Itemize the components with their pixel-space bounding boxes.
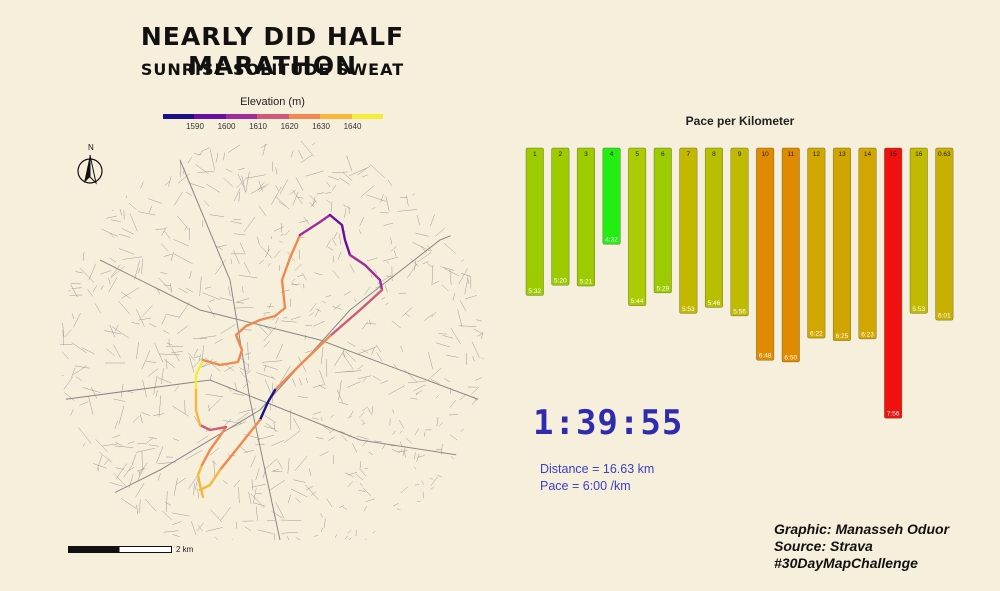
pace-bar xyxy=(833,147,851,341)
pace-value-label: 6:22 xyxy=(810,331,823,338)
pace-bar xyxy=(602,147,621,245)
legend-swatch xyxy=(257,114,289,119)
pace-bar xyxy=(551,147,570,286)
legend-swatch xyxy=(288,114,321,119)
km-label: 14 xyxy=(864,151,872,158)
pace-value-label: 5:53 xyxy=(682,306,695,313)
km-label: 8 xyxy=(712,151,716,158)
pace-value-label: 5:56 xyxy=(733,308,746,315)
pace-value-label: 5:21 xyxy=(580,279,593,286)
map-subtitle: SUNRISE SOLITUDE SWEAT xyxy=(140,60,405,79)
north-arrow: N xyxy=(77,143,103,185)
legend-tick-label: 1630 xyxy=(312,122,330,131)
street-network xyxy=(60,140,484,540)
pace-value-label: 5:53 xyxy=(912,306,925,313)
km-label: 13 xyxy=(838,151,846,158)
pace-bar xyxy=(730,147,749,317)
km-label: 16 xyxy=(915,151,923,158)
pace-bar xyxy=(653,147,672,294)
pace-value-label: 5:29 xyxy=(656,285,669,292)
distance-text: Distance = 16.63 km xyxy=(540,462,655,476)
pace-value-label: 6:50 xyxy=(784,354,797,361)
km-label: 0.63 xyxy=(938,151,951,158)
legend-tick-label: 1600 xyxy=(217,122,236,131)
north-label: N xyxy=(88,143,94,152)
legend-swatch xyxy=(194,114,226,119)
legend-tick-label: 1610 xyxy=(249,122,267,131)
route-segment xyxy=(201,324,248,367)
running-route xyxy=(194,213,384,499)
pace-bar-chart: 1 5:32 2 5:20 3 5:21 4 4:32 5 5:44 6 5:29 7 5:53 8 5:46… xyxy=(525,147,954,419)
km-label: 9 xyxy=(738,151,742,158)
route-segment xyxy=(328,288,384,338)
route-segment xyxy=(194,386,202,427)
route-map: N xyxy=(60,140,484,540)
route-segment xyxy=(258,388,277,422)
route-segment xyxy=(198,423,228,432)
km-label: 3 xyxy=(584,151,588,158)
km-label: 7 xyxy=(687,151,691,158)
km-label: 12 xyxy=(813,151,821,158)
credit-graphic: Graphic: Manasseh Oduor xyxy=(774,521,950,537)
route-segment xyxy=(328,213,352,257)
route-segment xyxy=(198,468,222,492)
km-label: 2 xyxy=(559,151,563,158)
pace-value-label: 5:46 xyxy=(708,300,721,307)
pace-value-label: 5:32 xyxy=(528,288,541,295)
route-segment xyxy=(348,253,384,292)
km-label: 5 xyxy=(635,151,639,158)
pace-bar xyxy=(577,147,595,287)
pace-bar xyxy=(935,147,954,321)
scale-bar-label: 2 km xyxy=(176,545,194,554)
pace-bar xyxy=(909,147,928,314)
pace-value-label: 6:48 xyxy=(759,353,772,360)
route-segment xyxy=(218,418,262,472)
elevation-legend-colorbar xyxy=(163,114,383,119)
legend-swatch xyxy=(351,114,383,119)
elevation-legend-title: Elevation (m) xyxy=(240,96,305,108)
legend-tick-label: 1620 xyxy=(280,122,299,131)
pace-value-label: 5:44 xyxy=(631,298,644,305)
map-title: NEARLY DID HALF MARATHON xyxy=(140,22,405,80)
km-label: 4 xyxy=(610,151,614,158)
km-label: 6 xyxy=(661,151,665,158)
pace-bar xyxy=(781,147,800,363)
credit-hashtag: #30DayMapChallenge xyxy=(774,555,918,571)
pace-bar xyxy=(704,147,723,308)
pace-value-label: 5:20 xyxy=(554,278,567,285)
km-label: 15 xyxy=(890,151,898,158)
pace-value-label: 6:25 xyxy=(836,333,849,340)
legend-swatch xyxy=(163,114,195,119)
pace-bar xyxy=(884,147,903,419)
route-segment xyxy=(194,358,205,390)
km-label: 10 xyxy=(762,151,770,158)
pace-value-label: 6:01 xyxy=(938,313,951,320)
credit-source: Source: Strava xyxy=(774,538,873,554)
pace-bar xyxy=(525,147,544,296)
pace-bar xyxy=(807,147,826,339)
scale-bar xyxy=(68,546,172,553)
legend-tick-label: 1640 xyxy=(343,122,362,131)
route-segment xyxy=(196,463,205,499)
pace-bar xyxy=(858,147,877,340)
km-label: 11 xyxy=(787,151,794,158)
pace-value-label: 6:23 xyxy=(861,331,874,338)
pace-value-label: 4:32 xyxy=(605,237,618,244)
pace-bar xyxy=(679,147,698,314)
legend-swatch xyxy=(225,114,258,119)
legend-tick-label: 1590 xyxy=(186,122,204,131)
pace-value-label: 7:56 xyxy=(887,411,900,418)
pace-chart-title: Pace per Kilometer xyxy=(685,114,795,128)
route-segment xyxy=(298,213,332,237)
route-segment xyxy=(200,425,228,467)
route-segment xyxy=(273,334,332,392)
pace-bar xyxy=(756,147,775,361)
route-segment xyxy=(244,233,302,328)
average-pace-text: Pace = 6:00 /km xyxy=(540,479,631,493)
km-label: 1 xyxy=(533,151,537,158)
total-time: 1:39:55 xyxy=(533,403,684,443)
legend-swatch xyxy=(320,114,352,119)
pace-bar xyxy=(628,147,647,306)
